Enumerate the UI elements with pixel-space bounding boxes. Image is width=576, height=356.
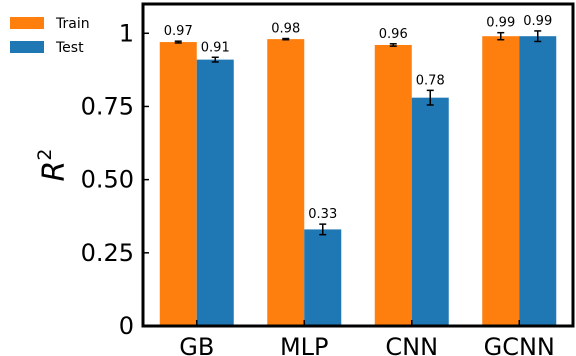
bar-train-gb (159, 42, 197, 327)
data-label-train-cnn: 0.96 (379, 27, 408, 42)
x-tick-label-mlp: MLP (280, 333, 329, 356)
y-axis-label-base: R (37, 161, 72, 182)
bar-test-mlp (304, 229, 342, 326)
bar-test-gb (196, 59, 234, 326)
plot-area: 0.97 0.91 GB 0.98 0.33 MLP 0.96 0.78 CNN 0.99 0.99… (81, 2, 575, 356)
y-axis-label-exponent: 2 (34, 149, 56, 161)
legend-swatch-train (10, 17, 44, 29)
x-tick-label-cnn: CNN (385, 333, 438, 356)
data-label-train-gb: 0.97 (164, 24, 193, 39)
bar-train-cnn (374, 44, 412, 327)
bar-test-gcnn (519, 36, 557, 326)
y-tick-label-2: 0.50 (81, 166, 134, 194)
y-tick-label-0: 0 (119, 312, 134, 340)
data-label-test-cnn: 0.78 (416, 73, 445, 88)
svg-text:R2: R2 (34, 149, 72, 182)
legend-swatch-test (10, 41, 44, 53)
legend-label-test: Test (55, 40, 84, 56)
y-tick-label-3: 0.75 (81, 92, 134, 120)
x-tick-label-gb: GB (179, 333, 214, 356)
legend-label-train: Train (55, 16, 90, 32)
bar-train-mlp (267, 39, 305, 327)
data-label-test-gcnn: 0.99 (523, 14, 552, 29)
legend: Train Test (10, 16, 90, 56)
plot-frame (141, 2, 575, 328)
y-axis-label: R2 (34, 149, 72, 182)
y-tick-label-1: 0.25 (81, 239, 134, 267)
x-tick-label-gcnn: GCNN (484, 333, 555, 356)
data-label-train-gcnn: 0.99 (486, 16, 515, 31)
bar-train-gcnn (482, 36, 520, 326)
data-label-test-gb: 0.91 (201, 40, 230, 55)
data-label-test-mlp: 0.33 (308, 207, 337, 222)
data-label-train-mlp: 0.98 (271, 22, 300, 37)
y-tick-label-4: 1 (119, 19, 134, 47)
bar-test-cnn (411, 97, 449, 326)
